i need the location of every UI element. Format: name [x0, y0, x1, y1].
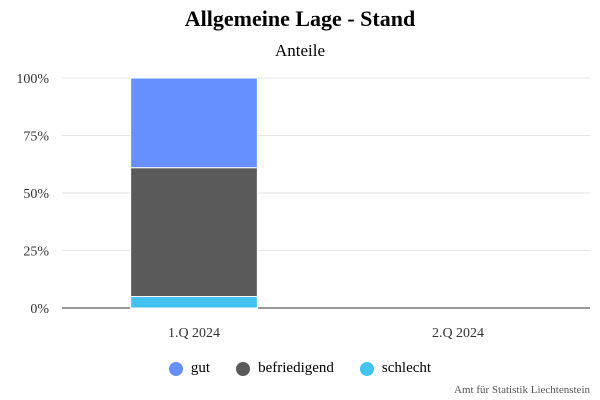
bar-schlecht-0	[130, 296, 258, 309]
chart-subtitle: Anteile	[274, 41, 326, 60]
x-tick-label: 2.Q 2024	[432, 326, 484, 341]
y-tick-label: 75%	[23, 130, 49, 145]
y-tick-label: 50%	[23, 187, 49, 202]
legend-item-befriedigend[interactable]: befriedigend	[236, 360, 334, 377]
y-tick-label: 0%	[30, 302, 49, 317]
legend-label-gut: gut	[190, 360, 211, 376]
legend-label-schlecht: schlecht	[381, 360, 432, 376]
y-tick-label: 25%	[23, 245, 49, 260]
legend-swatch-befriedigend	[236, 361, 251, 376]
legend-item-schlecht[interactable]: schlecht	[359, 360, 432, 377]
x-tick-label: 1.Q 2024	[168, 326, 220, 341]
legend-item-gut[interactable]: gut	[168, 360, 211, 377]
chart-legend: gut befriedigend schlecht	[0, 360, 600, 377]
source-credit[interactable]: Amt für Statistik Liechtenstein	[454, 384, 590, 396]
legend-swatch-gut	[168, 361, 183, 376]
legend-swatch-schlecht	[359, 361, 374, 376]
bar-gut-0	[130, 77, 258, 169]
bar-befriedigend-0	[130, 167, 258, 297]
y-tick-label: 100%	[16, 72, 49, 87]
legend-label-befriedigend: befriedigend	[258, 360, 334, 376]
chart-title: Allgemeine Lage - Stand	[184, 6, 416, 31]
